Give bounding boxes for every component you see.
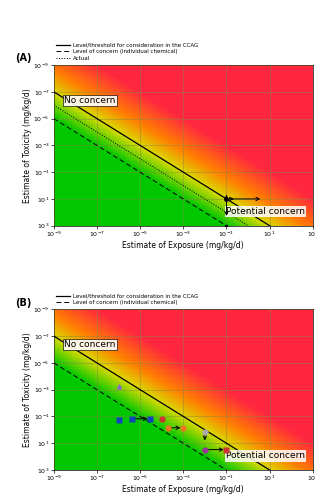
Text: Potential concern: Potential concern	[226, 452, 305, 460]
Text: No concern: No concern	[64, 340, 115, 349]
Text: No concern: No concern	[64, 96, 115, 105]
Text: Potential concern: Potential concern	[226, 207, 305, 216]
Y-axis label: Estimate of Toxicity (mg/kg/d): Estimate of Toxicity (mg/kg/d)	[23, 332, 32, 447]
Legend: Level/threshold for consideration in the CCAG, Level of concern (individual chem: Level/threshold for consideration in the…	[57, 43, 198, 60]
Text: (A): (A)	[15, 54, 31, 64]
X-axis label: Estimate of Exposure (mg/kg/d): Estimate of Exposure (mg/kg/d)	[123, 485, 244, 494]
Legend: Level/threshold for consideration in the CCAG, Level of concern (individual chem: Level/threshold for consideration in the…	[57, 294, 198, 305]
Y-axis label: Estimate of Toxicity (mg/kg/d): Estimate of Toxicity (mg/kg/d)	[23, 88, 32, 202]
X-axis label: Estimate of Exposure (mg/kg/d): Estimate of Exposure (mg/kg/d)	[123, 240, 244, 250]
Text: (B): (B)	[15, 298, 31, 308]
